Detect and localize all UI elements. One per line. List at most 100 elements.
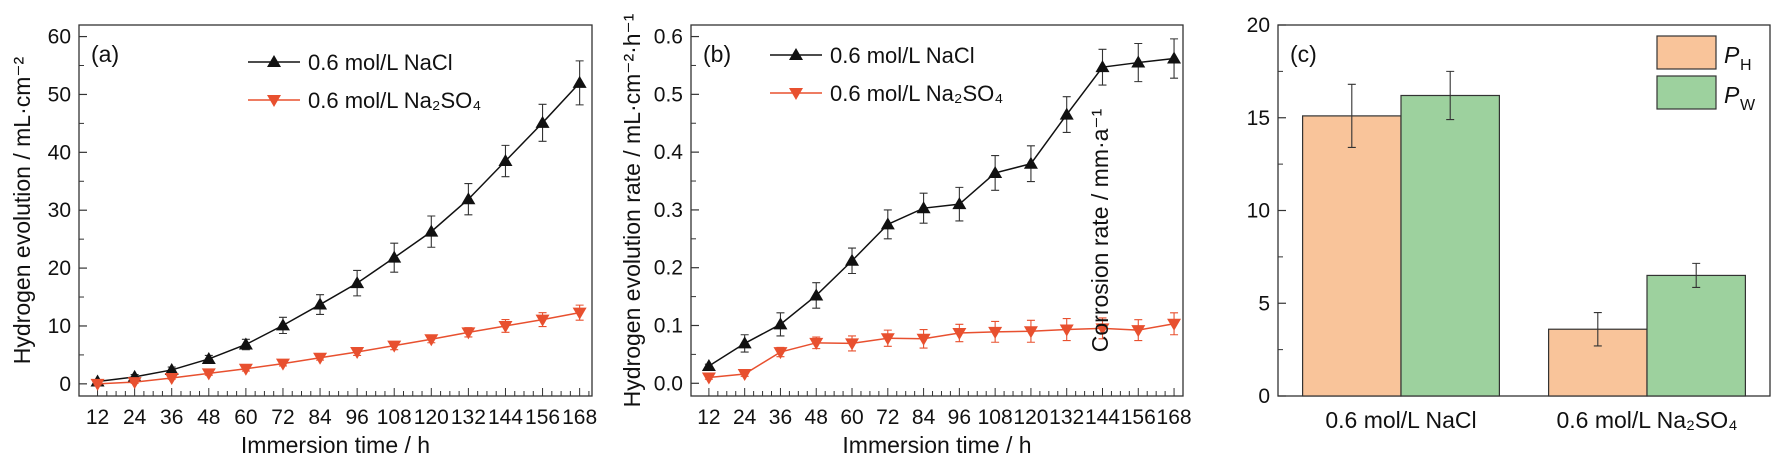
bar bbox=[1400, 94, 1501, 397]
data-point-marker bbox=[1167, 51, 1182, 64]
legend-label: P bbox=[1724, 42, 1740, 68]
data-point-marker bbox=[275, 318, 290, 331]
data-point-marker bbox=[701, 358, 716, 371]
x-tick-label: 156 bbox=[1121, 406, 1156, 429]
x-tick-label: 120 bbox=[1013, 406, 1048, 429]
data-point-marker bbox=[701, 372, 716, 385]
data-point-marker bbox=[988, 326, 1003, 339]
legend-marker bbox=[267, 55, 281, 67]
error-bar bbox=[1347, 83, 1356, 148]
y-tick-label: 10 bbox=[48, 315, 71, 338]
x-tick-label: 12 bbox=[86, 406, 109, 429]
x-tick-label: 72 bbox=[876, 406, 899, 429]
x-tick-label: 60 bbox=[840, 406, 863, 429]
y-tick-label: 30 bbox=[48, 199, 71, 222]
legend-swatch bbox=[1656, 75, 1717, 110]
data-point-marker bbox=[988, 165, 1003, 178]
x-tick-label: 60 bbox=[234, 406, 257, 429]
x-tick-label: 84 bbox=[308, 406, 332, 429]
data-point-marker bbox=[916, 333, 931, 346]
data-point-marker bbox=[90, 378, 105, 391]
y-tick-label: 0.6 bbox=[654, 26, 683, 49]
legend-swatch bbox=[1656, 35, 1717, 70]
legend-label: P bbox=[1724, 82, 1740, 108]
data-point-marker bbox=[461, 327, 476, 340]
y-axis-label: Hydrogen evolution rate / mL·cm⁻²·h⁻¹ bbox=[619, 13, 645, 407]
y-tick-label: 0 bbox=[1258, 385, 1270, 408]
legend-marker bbox=[789, 48, 803, 60]
x-tick-label: 108 bbox=[377, 406, 412, 429]
y-tick-label: 0.3 bbox=[654, 199, 683, 222]
data-point-marker bbox=[387, 340, 402, 353]
data-point-marker bbox=[1167, 318, 1182, 331]
x-tick-label: 36 bbox=[160, 406, 183, 429]
x-category-label: 0.6 mol/L Na₂SO₄ bbox=[1556, 407, 1737, 433]
y-tick-label: 0.0 bbox=[654, 372, 683, 395]
x-tick-label: 84 bbox=[912, 406, 936, 429]
x-tick-label: 132 bbox=[451, 406, 486, 429]
x-tick-label: 36 bbox=[769, 406, 792, 429]
x-tick-label: 120 bbox=[414, 406, 449, 429]
x-axis-label: Immersion time / h bbox=[241, 432, 430, 457]
y-tick-label: 0.4 bbox=[654, 141, 684, 164]
data-point-marker bbox=[737, 369, 752, 382]
data-point-marker bbox=[1059, 107, 1074, 120]
data-point-marker bbox=[845, 338, 860, 351]
panel-label: (a) bbox=[91, 41, 119, 67]
y-axis-label: Corrosion rate / mm·a⁻¹ bbox=[1087, 108, 1113, 352]
y-tick-label: 5 bbox=[1258, 292, 1270, 315]
data-point-marker bbox=[1059, 324, 1074, 337]
y-tick-label: 20 bbox=[48, 257, 71, 280]
x-tick-label: 24 bbox=[123, 406, 147, 429]
panel-c: 0 5 10 15 20 Corrosion rate / mm·a⁻¹ (c) 0.6 mo… bbox=[1087, 14, 1771, 433]
data-point-marker bbox=[238, 337, 253, 350]
data-point-marker bbox=[238, 363, 253, 376]
data-point-marker bbox=[773, 347, 788, 360]
y-tick-label: 20 bbox=[1247, 14, 1270, 37]
data-point-marker bbox=[572, 75, 587, 88]
legend-label: 0.6 mol/L NaCl bbox=[308, 50, 453, 75]
legend-label: 0.6 mol/L NaCl bbox=[830, 43, 975, 68]
legend-marker bbox=[789, 88, 803, 100]
x-tick-label: 132 bbox=[1049, 406, 1084, 429]
x-tick-label: 168 bbox=[562, 406, 597, 429]
data-point-marker bbox=[164, 362, 179, 375]
series-na2so4 bbox=[701, 312, 1182, 385]
data-point-marker bbox=[1095, 60, 1110, 73]
series-line bbox=[708, 57, 1175, 367]
plot-frame bbox=[78, 24, 593, 397]
x-tick-label: 96 bbox=[948, 406, 971, 429]
x-tick-label: 72 bbox=[271, 406, 294, 429]
series-nacl bbox=[90, 60, 587, 387]
data-point-marker bbox=[1023, 326, 1038, 339]
x-axis-label: Immersion time / h bbox=[842, 432, 1031, 457]
series-line bbox=[97, 82, 581, 383]
x-tick-label: 48 bbox=[805, 406, 828, 429]
legend-label: 0.6 mol/L Na₂SO₄ bbox=[308, 88, 481, 113]
data-point-marker bbox=[809, 337, 824, 350]
data-point-marker bbox=[535, 115, 550, 128]
legend-marker bbox=[267, 95, 281, 107]
series-na2so4 bbox=[90, 304, 587, 391]
data-point-marker bbox=[461, 192, 476, 205]
panel-label: (c) bbox=[1290, 41, 1317, 67]
x-tick-label: 12 bbox=[697, 406, 720, 429]
data-point-marker bbox=[572, 307, 587, 320]
data-point-marker bbox=[845, 253, 860, 266]
data-point-marker bbox=[1023, 156, 1038, 169]
bar bbox=[1646, 274, 1747, 397]
series-line bbox=[708, 323, 1175, 379]
error-bar bbox=[1446, 70, 1455, 121]
panel-b: 0.0 0.1 0.2 0.3 0.4 0.5 0.6 Hydrogen evolution … bbox=[619, 13, 1192, 457]
data-point-marker bbox=[952, 197, 967, 210]
data-point-marker bbox=[350, 276, 365, 289]
data-point-marker bbox=[1131, 55, 1146, 68]
x-tick-label: 24 bbox=[733, 406, 757, 429]
data-point-marker bbox=[387, 250, 402, 263]
data-point-marker bbox=[737, 336, 752, 349]
x-tick-label: 144 bbox=[1085, 406, 1120, 429]
x-category-label: 0.6 mol/L NaCl bbox=[1325, 407, 1476, 433]
y-tick-label: 50 bbox=[48, 83, 71, 106]
data-point-marker bbox=[313, 352, 328, 365]
